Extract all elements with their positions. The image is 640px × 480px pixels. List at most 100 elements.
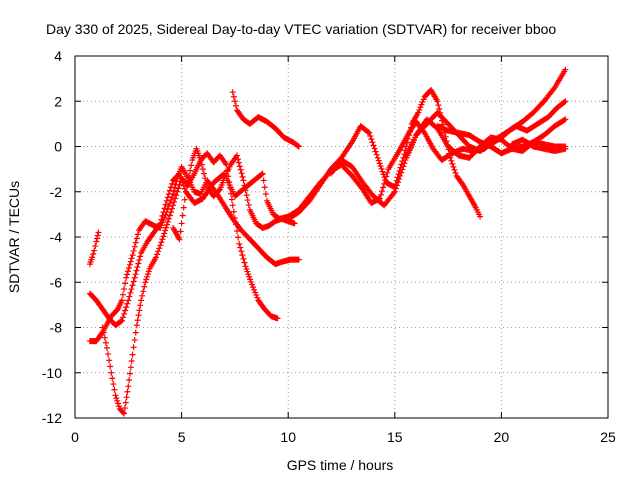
data-point: [128, 286, 135, 293]
data-point: [166, 212, 173, 219]
data-point: [477, 213, 484, 220]
data-point: [145, 268, 152, 275]
data-point: [174, 188, 181, 195]
data-point: [235, 159, 242, 166]
data-point: [131, 336, 138, 343]
data-point: [231, 98, 238, 105]
data-point: [392, 185, 399, 192]
data-point: [119, 314, 126, 321]
y-axis-label: SDTVAR / TECUs: [6, 181, 22, 293]
data-point: [236, 163, 243, 170]
data-point: [452, 169, 459, 176]
axis-ticks: 0 5 10 15 20 25 -12 -10 -8 -6 -4 -2 0 2 4: [42, 48, 616, 445]
data-point: [391, 188, 398, 195]
data-point: [376, 160, 383, 167]
data-point: [382, 176, 389, 183]
data-point: [180, 204, 187, 211]
data-point: [119, 291, 126, 298]
data-point: [234, 227, 241, 234]
data-point: [562, 116, 569, 123]
data-point: [170, 202, 177, 209]
data-point: [143, 276, 150, 283]
gridlines: [75, 56, 608, 418]
data-point: [274, 315, 281, 322]
data-point: [124, 388, 131, 395]
data-point: [188, 162, 195, 169]
data-point: [369, 139, 376, 146]
data-point: [113, 395, 120, 402]
data-point: [434, 98, 441, 105]
data-point: [394, 179, 401, 186]
data-point: [173, 192, 180, 199]
data-point: [130, 344, 137, 351]
data-point: [136, 256, 143, 263]
data-point: [119, 409, 126, 416]
y-tick-label: 2: [54, 93, 62, 109]
chart-title: Day 330 of 2025, Sidereal Day-to-day VTE…: [46, 21, 556, 37]
data-point: [393, 182, 400, 189]
data-point: [136, 307, 143, 314]
data-point: [199, 166, 206, 173]
data-point: [132, 239, 139, 246]
y-tick-label: -12: [42, 410, 62, 426]
data-point: [181, 196, 188, 203]
data-point: [159, 212, 166, 219]
data-point: [138, 297, 145, 304]
data-point: [401, 160, 408, 167]
data-point: [179, 212, 186, 219]
data-point: [450, 163, 457, 170]
data-point: [562, 66, 569, 73]
data-point: [132, 329, 139, 336]
data-point: [237, 244, 244, 251]
data-point: [420, 96, 427, 103]
data-point: [446, 150, 453, 157]
data-point: [562, 145, 569, 152]
data-point: [238, 170, 245, 177]
data-point: [135, 260, 142, 267]
data-point: [140, 288, 147, 295]
data-point: [251, 286, 258, 293]
data-point: [380, 184, 387, 191]
data-point: [160, 209, 167, 216]
data-point: [123, 394, 130, 401]
data-point: [416, 106, 423, 113]
data-point: [370, 142, 377, 149]
data-point: [377, 163, 384, 170]
data-point: [448, 157, 455, 164]
data-point: [406, 132, 413, 139]
data-point: [165, 215, 172, 222]
data-point: [95, 229, 102, 236]
data-point: [158, 216, 165, 223]
data-point: [240, 177, 247, 184]
y-tick-label: -8: [50, 320, 63, 336]
data-point: [186, 172, 193, 179]
data-point: [180, 182, 187, 189]
data-point: [238, 248, 245, 255]
y-tick-label: -10: [42, 365, 62, 381]
data-point: [127, 258, 134, 265]
data-point: [123, 274, 130, 281]
data-point: [101, 334, 108, 341]
data-point: [244, 197, 251, 204]
data-point: [240, 255, 247, 262]
y-tick-label: 4: [54, 48, 62, 64]
data-point: [112, 392, 119, 399]
plot-frame: [74, 55, 609, 419]
data-point: [100, 329, 107, 336]
data-point: [118, 317, 125, 324]
data-point: [184, 178, 191, 185]
data-point: [262, 191, 269, 198]
data-point: [396, 176, 403, 183]
data-point: [169, 180, 176, 187]
data-point: [124, 300, 131, 307]
data-series: [285, 86, 484, 222]
data-point: [108, 369, 115, 376]
data-point: [133, 322, 140, 329]
data-point: [165, 191, 172, 198]
data-point: [162, 201, 169, 208]
data-point: [419, 99, 426, 106]
data-point: [372, 148, 379, 155]
data-point: [94, 235, 101, 242]
data-point: [129, 351, 136, 358]
data-point: [397, 172, 404, 179]
